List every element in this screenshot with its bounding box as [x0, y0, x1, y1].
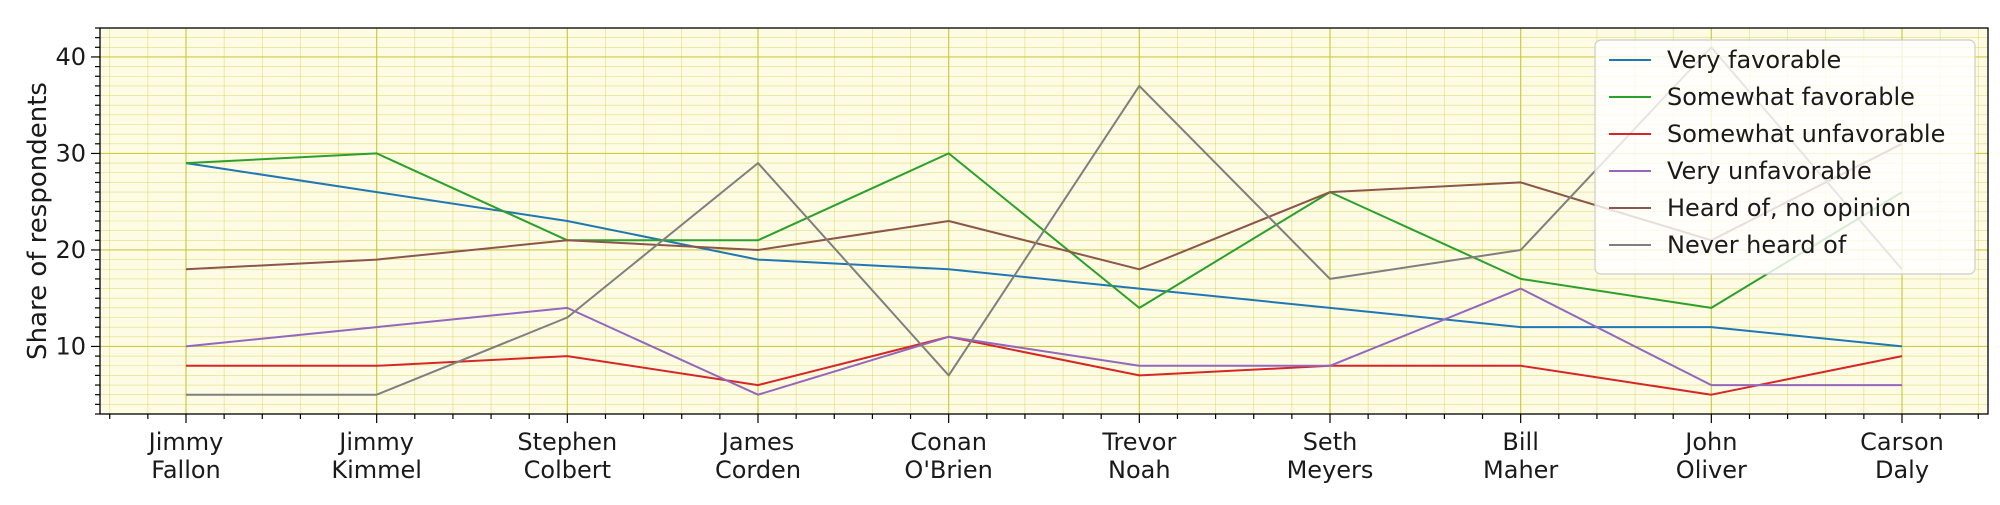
legend-label: Somewhat unfavorable [1667, 120, 1945, 148]
x-tick-label: Stephen Colbert [517, 428, 617, 484]
legend-label: Somewhat favorable [1667, 83, 1915, 111]
x-tick-label: James Corden [715, 428, 801, 484]
y-axis-label: Share of respondents [23, 82, 53, 360]
x-tick-label-line: Conan [910, 428, 987, 456]
x-tick-label: Carson Daly [1860, 428, 1944, 484]
legend-box [1594, 39, 1976, 275]
x-tick-label-line: Fallon [151, 456, 221, 484]
x-tick-label: John Oliver [1676, 428, 1747, 484]
y-tick-label: 20 [55, 236, 86, 264]
x-tick-label-line: Carson [1860, 428, 1944, 456]
x-tick-label: Jimmy Kimmel [331, 428, 422, 484]
x-tick-label: Jimmy Fallon [147, 428, 224, 484]
x-tick-label-line: Trevor [1101, 428, 1176, 456]
series-line [186, 335, 1903, 396]
y-tick-label: 30 [55, 139, 86, 167]
legend: Very favorable Somewhat favorable Somewhat… [1594, 39, 1976, 275]
legend-label: Very unfavorable [1667, 157, 1872, 185]
x-tick-label-line: Oliver [1676, 456, 1747, 484]
x-tick-label-line: Kimmel [331, 456, 422, 484]
x-tick-label-line: Noah [1108, 456, 1171, 484]
x-tick-label-line: Stephen [517, 428, 617, 456]
x-tick-label-line: John [1683, 428, 1737, 456]
legend-label: Heard of, no opinion [1667, 194, 1911, 222]
x-tick-label-line: Meyers [1287, 456, 1374, 484]
x-tick-label-line: Maher [1483, 456, 1558, 484]
x-tick-label: Conan O'Brien [904, 428, 992, 484]
x-tick-label-line: James [720, 428, 794, 456]
x-tick-label: Bill Maher [1483, 428, 1558, 484]
x-tick-label-line: Seth [1303, 428, 1358, 456]
x-tick-label: Trevor Noah [1101, 428, 1176, 484]
x-tick-label-line: Corden [715, 456, 801, 484]
x-tick-label-line: Colbert [524, 456, 611, 484]
series-line [185, 162, 1903, 348]
x-tick-label-line: Bill [1502, 428, 1538, 456]
y-tick-label: 10 [55, 332, 86, 360]
x-tick-label-line: Daly [1875, 456, 1929, 484]
x-tick-label-line: Jimmy [337, 428, 414, 456]
x-tick-label-line: Jimmy [147, 428, 224, 456]
series-line [185, 287, 1902, 396]
legend-label: Very favorable [1667, 46, 1841, 74]
y-tick-label: 40 [55, 43, 86, 71]
x-tick-label-line: O'Brien [904, 456, 992, 484]
x-tick-label: Seth Meyers [1287, 428, 1374, 484]
legend-label: Never heard of [1667, 231, 1847, 259]
